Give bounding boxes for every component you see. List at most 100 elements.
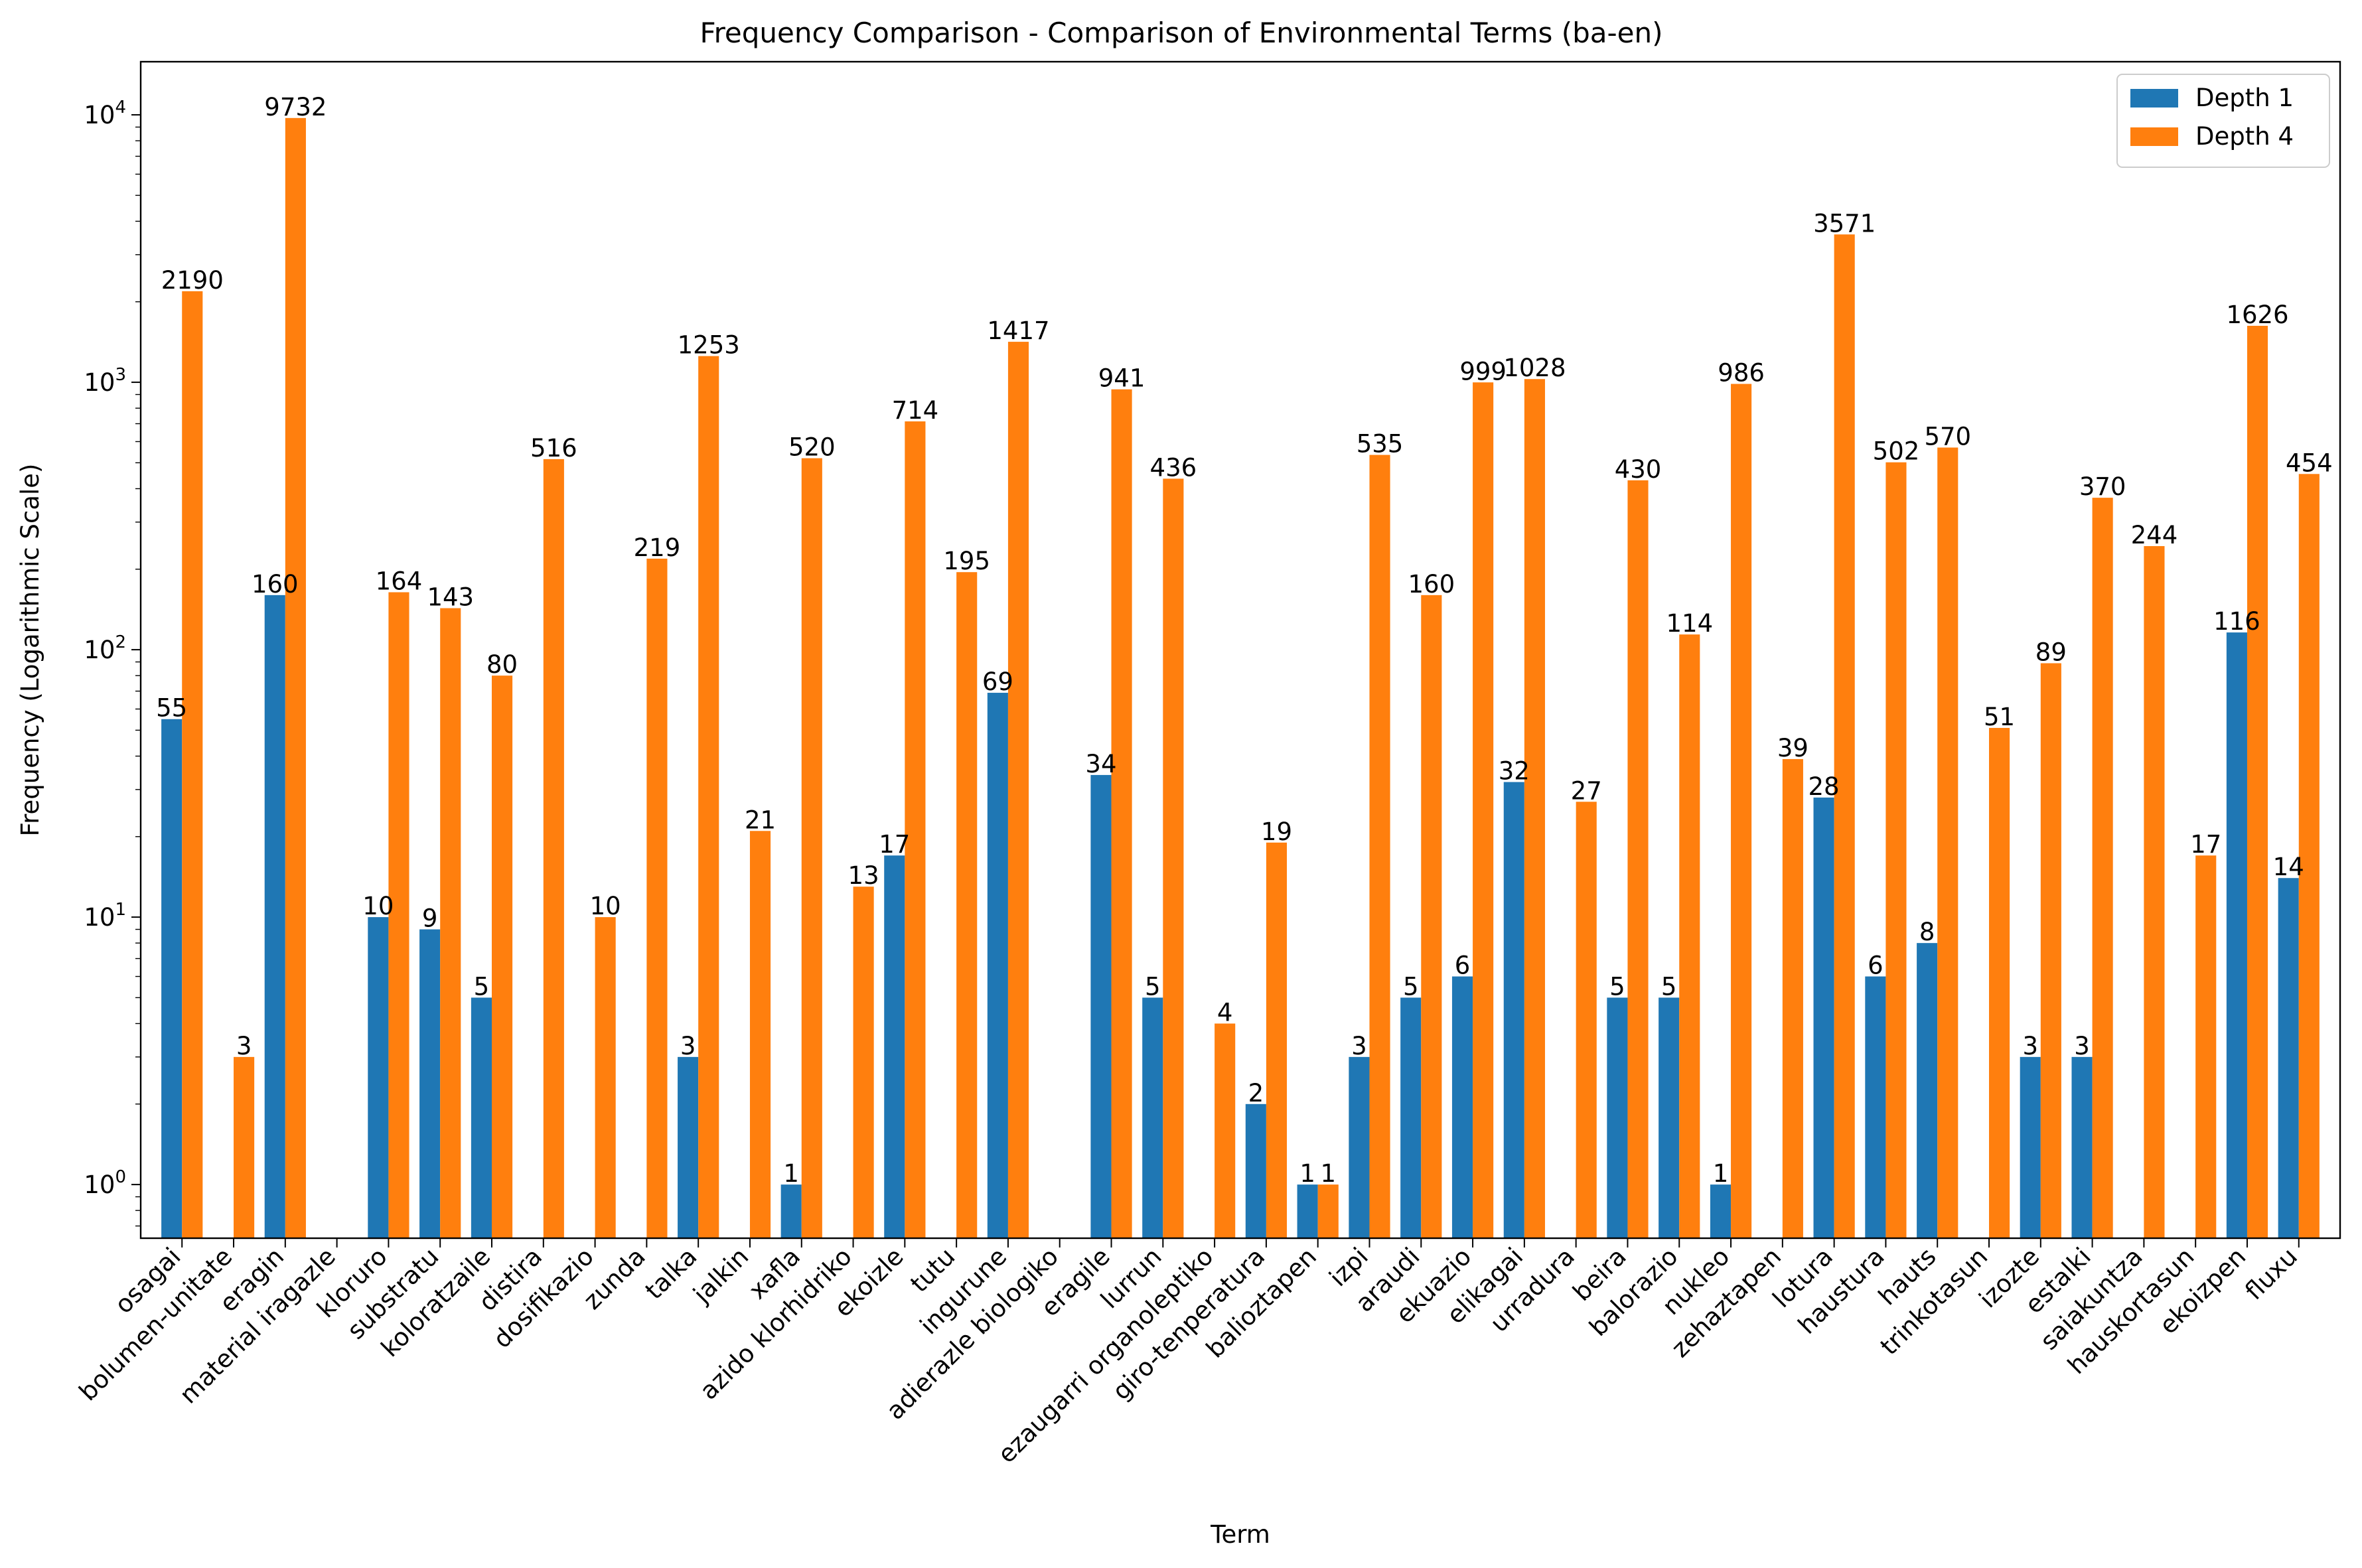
x-tick-label: talka <box>640 1242 703 1305</box>
bar-depth4-nukleo <box>1731 384 1752 1238</box>
bar-depth4-fluxu <box>2298 474 2320 1238</box>
bar-value-label: 5 <box>1403 972 1419 1001</box>
bars-layer <box>161 117 2320 1239</box>
bar-value-label: 10 <box>590 892 621 920</box>
bar-value-label: 5 <box>1145 972 1161 1001</box>
bar-value-label: 9 <box>422 904 438 933</box>
bar-value-label: 430 <box>1615 455 1662 484</box>
chart-title: Frequency Comparison - Comparison of Env… <box>700 17 1662 49</box>
y-tick-label: 104 <box>84 98 126 129</box>
bar-depth4-balioztapen <box>1317 1184 1339 1238</box>
y-axis: 100 101 102 103 104 <box>84 98 141 1227</box>
bar-value-label: 535 <box>1357 430 1404 459</box>
bar-value-label: 160 <box>252 570 299 599</box>
bar-value-label: 520 <box>788 433 836 462</box>
bar-depth1-fluxu <box>2278 878 2299 1238</box>
bar-depth1-beira <box>1607 997 1628 1238</box>
bar-depth1-haustura <box>1865 976 1886 1238</box>
bar-value-label: 3 <box>236 1032 252 1060</box>
bar-depth1-giro-tenperatura <box>1245 1104 1266 1238</box>
bar-depth1-balorazio <box>1659 997 1680 1238</box>
bar-depth1-estalki <box>2071 1056 2093 1238</box>
bar-value-label: 116 <box>2213 607 2260 636</box>
bar-depth4-hauts <box>1937 447 1958 1238</box>
bar-depth4-balorazio <box>1679 634 1700 1238</box>
bar-value-label: 1 <box>783 1159 799 1188</box>
bar-value-label: 9732 <box>264 93 327 121</box>
bar-value-label: 999 <box>1459 357 1507 386</box>
x-axis-title: Term <box>1210 1520 1270 1549</box>
bar-depth4-substratu <box>440 608 461 1238</box>
bar-value-label: 69 <box>982 668 1013 696</box>
bar-depth4-xafla <box>801 458 822 1238</box>
bar-value-label: 160 <box>1408 570 1455 599</box>
legend-label: Depth 1 <box>2195 84 2294 112</box>
bar-value-label: 1253 <box>678 331 740 360</box>
bar-depth1-ekoizpen <box>2226 632 2247 1238</box>
bar-depth4-araudi <box>1421 595 1442 1238</box>
bar-depth4-talka <box>698 356 719 1238</box>
bar-depth1-eragin <box>264 595 285 1238</box>
legend-swatch <box>2130 89 2178 107</box>
bar-depth4-trinkotasun <box>1989 727 2010 1238</box>
bar-value-label: 370 <box>2079 472 2126 501</box>
bar-value-label: 4 <box>1217 998 1233 1027</box>
bar-depth1-izpi <box>1349 1056 1370 1238</box>
bar-depth4-osagai <box>182 291 203 1239</box>
bar-value-label: 941 <box>1098 364 1145 393</box>
y-axis-title: Frequency (Logarithmic Scale) <box>16 464 44 837</box>
bar-value-label: 454 <box>2286 449 2333 477</box>
bar-depth1-balioztapen <box>1297 1184 1318 1238</box>
bar-value-label: 3 <box>680 1032 696 1060</box>
bar-value-label: 1626 <box>2226 301 2288 329</box>
bar-depth4-beira <box>1627 480 1649 1238</box>
bar-depth4-azido-klorhidriko <box>853 887 874 1238</box>
bar-value-label: 17 <box>879 830 910 859</box>
bar-value-label: 1 <box>1320 1159 1336 1188</box>
legend-label: Depth 4 <box>2195 122 2294 151</box>
bar-value-label: 114 <box>1666 609 1713 638</box>
bar-value-label: 5 <box>1661 972 1677 1001</box>
bar-depth4-bolumen-unitate <box>234 1056 255 1238</box>
bar-depth1-elikagai <box>1503 782 1524 1238</box>
bar-value-label: 1 <box>1713 1159 1729 1188</box>
bar-depth4-izozte <box>2040 663 2061 1238</box>
bar-depth4-dosifikazio <box>595 917 616 1238</box>
bar-depth4-saiakuntza <box>2144 545 2165 1239</box>
legend: Depth 1 Depth 4 <box>2116 74 2330 168</box>
bar-value-label: 6 <box>1455 952 1471 980</box>
bar-depth4-giro-tenperatura <box>1266 842 1288 1238</box>
bar-depth4-koloratzaile <box>491 676 513 1238</box>
bar-value-label: 51 <box>1984 703 2015 731</box>
bar-value-label: 55 <box>156 694 187 723</box>
y-tick-label: 102 <box>84 632 126 664</box>
bar-value-label: 10 <box>362 892 394 920</box>
bar-value-label: 27 <box>1571 776 1602 805</box>
bar-value-label: 244 <box>2131 521 2178 549</box>
bar-value-label: 219 <box>634 534 681 562</box>
bar-depth1-koloratzaile <box>471 997 492 1238</box>
y-tick-label: 100 <box>84 1167 126 1199</box>
bar-value-label: 164 <box>376 567 423 596</box>
bar-value-label: 1028 <box>1503 354 1566 382</box>
bar-depth4-elikagai <box>1524 379 1545 1239</box>
bar-value-label: 516 <box>530 434 577 463</box>
bar-depth4-zehaztapen <box>1782 758 1803 1238</box>
bar-value-label: 28 <box>1808 772 1840 801</box>
bar-depth1-ekoizle <box>884 855 905 1238</box>
bar-value-label: 14 <box>2273 853 2304 881</box>
bar-depth1-ingurune <box>987 693 1008 1238</box>
bar-depth4-eragile <box>1111 389 1132 1239</box>
bar-depth1-eragile <box>1090 774 1112 1238</box>
bar-depth4-kloruro <box>388 592 409 1238</box>
bar-depth1-substratu <box>419 929 441 1238</box>
bar-value-label: 3 <box>1351 1032 1367 1060</box>
bar-value-label: 986 <box>1718 359 1765 388</box>
bar-value-label: 714 <box>892 396 939 425</box>
bar-value-label: 80 <box>486 650 518 679</box>
bar-value-label: 21 <box>745 806 776 834</box>
x-tick-label: jalkin <box>688 1242 755 1309</box>
bar-depth1-lurrun <box>1142 997 1163 1238</box>
